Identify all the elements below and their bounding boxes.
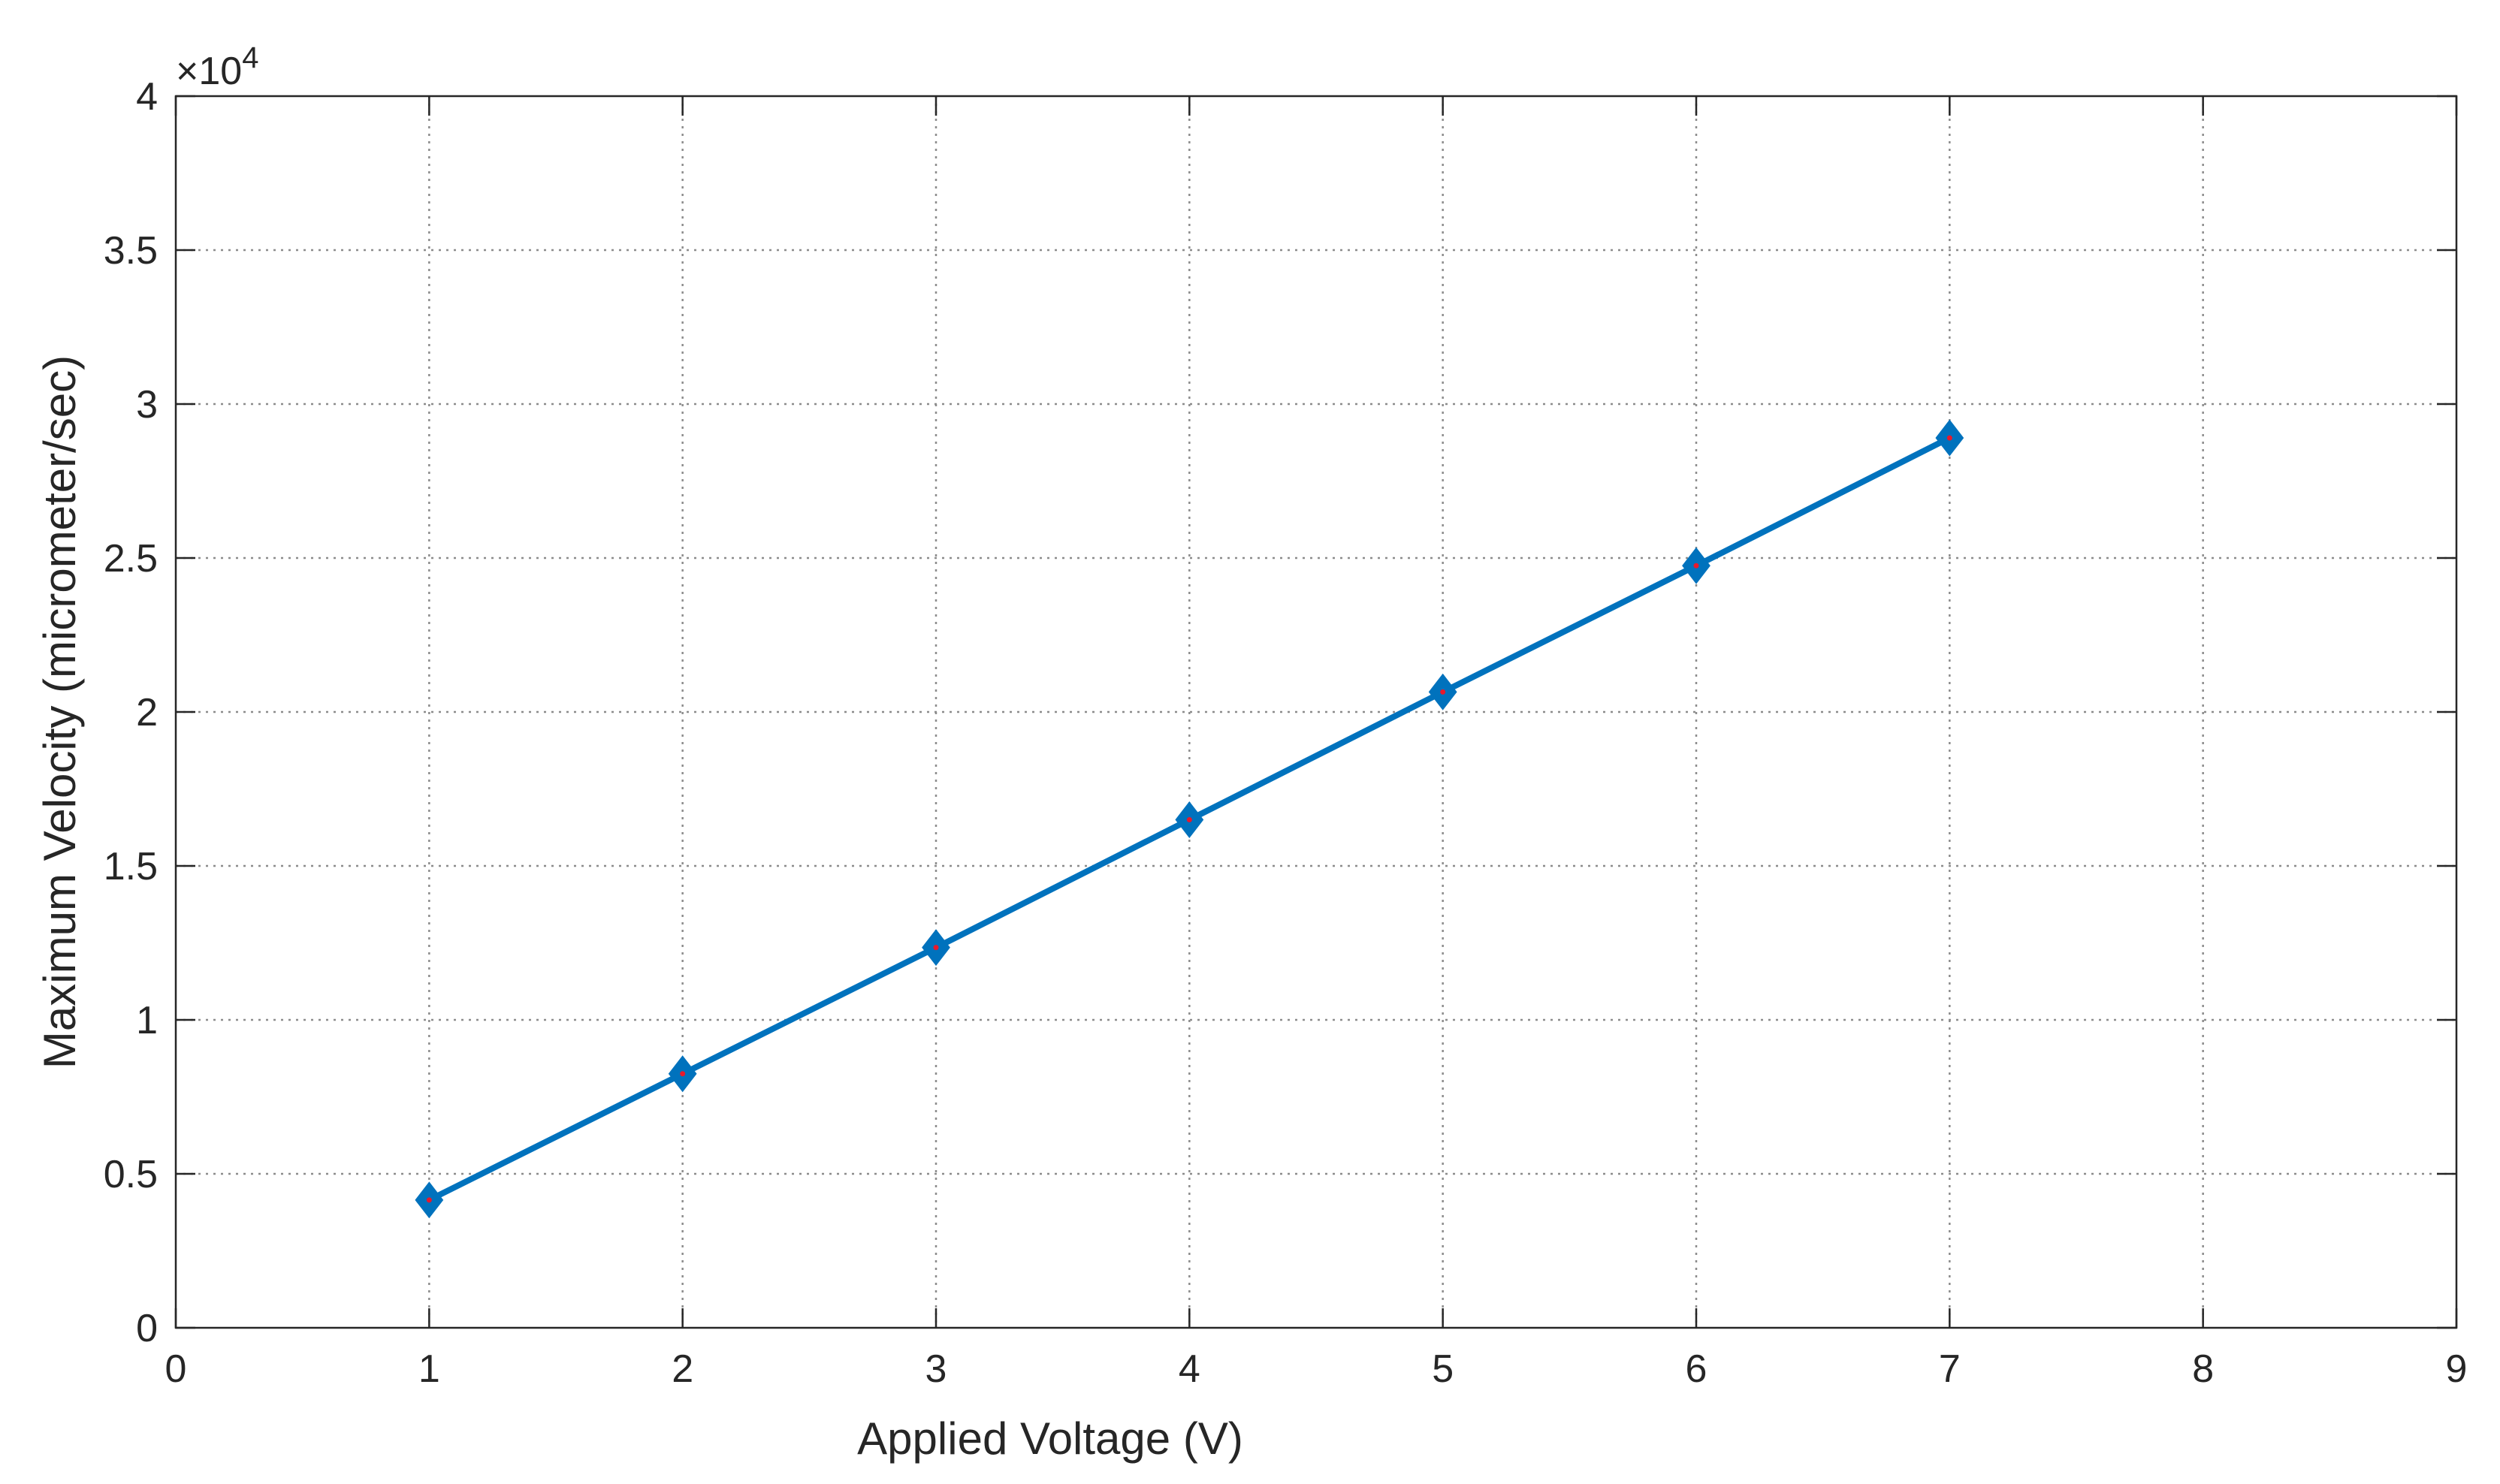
- series: [415, 419, 1964, 1219]
- x-tick-label: 0: [165, 1347, 187, 1391]
- y-tick-labels: 0 0.5 1 1.5 2 2.5 3 3.5 4: [104, 75, 158, 1350]
- y-axis-label: Maximum Velocity (micrometer/sec): [35, 355, 85, 1069]
- data-point-center: [1186, 817, 1192, 822]
- data-point-center: [1693, 563, 1699, 569]
- y-tick-label: 4: [136, 75, 158, 119]
- x-axis-label: Applied Voltage (V): [857, 1413, 1243, 1464]
- data-point-center: [680, 1071, 686, 1077]
- y-tick-label: 2.5: [104, 537, 158, 581]
- y-tick-label: 3.5: [104, 229, 158, 273]
- y-tick-label: 1.5: [104, 845, 158, 888]
- y-tick-label: 0: [136, 1307, 158, 1350]
- y-exponent-power: 4: [242, 41, 258, 74]
- y-tick-label: 3: [136, 383, 158, 427]
- x-tick-label: 2: [672, 1347, 693, 1391]
- x-tick-label: 8: [2192, 1347, 2214, 1391]
- y-tick-label: 1: [136, 999, 158, 1042]
- x-tick-labels: 0 1 2 3 4 5 6 7 8 9: [165, 1347, 2468, 1391]
- y-exponent-label: ×104: [176, 41, 258, 93]
- x-tick-label: 4: [1179, 1347, 1200, 1391]
- tick-marks: [174, 95, 2458, 1329]
- data-point-center: [933, 945, 939, 951]
- data-point-center: [1440, 689, 1446, 695]
- x-tick-label: 7: [1939, 1347, 1961, 1391]
- x-tick-label: 3: [925, 1347, 947, 1391]
- grid: [176, 96, 2456, 1328]
- y-tick-label: 0.5: [104, 1153, 158, 1196]
- x-tick-label: 9: [2446, 1347, 2468, 1391]
- data-point-center: [426, 1197, 432, 1203]
- x-tick-label: 1: [418, 1347, 440, 1391]
- data-point-center: [1946, 435, 1952, 441]
- x-tick-label: 6: [1686, 1347, 1707, 1391]
- x-tick-label: 5: [1432, 1347, 1454, 1391]
- y-tick-label: 2: [136, 691, 158, 734]
